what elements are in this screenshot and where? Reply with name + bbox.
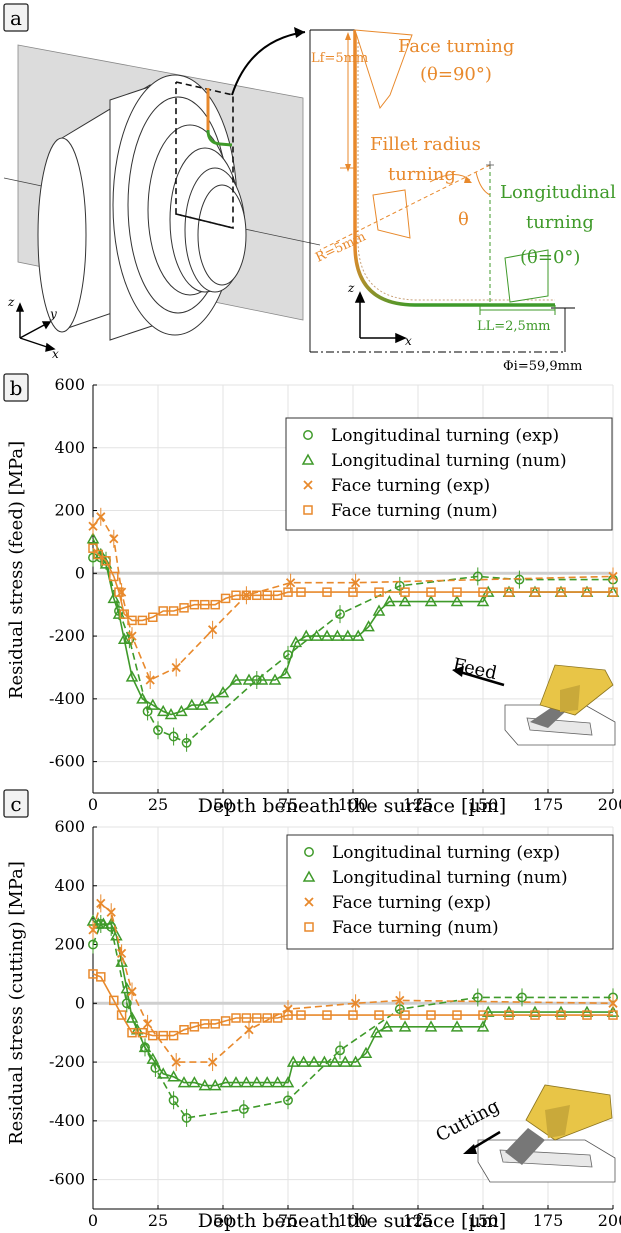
longitudinal-label-2: turning — [526, 212, 594, 233]
long-angle-label: (θ=0°) — [520, 247, 580, 268]
x-tick-label: 150 — [468, 1211, 499, 1230]
axis-x-big: x — [405, 334, 412, 348]
y-axis-label: Residual stress (feed) [MPa] — [6, 441, 27, 699]
legend-entry: Face turning (exp) — [332, 893, 491, 913]
radius-label: R=5mm — [313, 229, 368, 265]
axis-z-big: z — [347, 281, 355, 295]
x-tick-label: 75 — [278, 795, 298, 814]
y-tick-label: 400 — [54, 438, 85, 457]
panel-c: c Residual stress (cutting) [MPa] Depth … — [4, 790, 621, 1232]
panel-a: a z y — [4, 4, 616, 374]
y-tick-label: 600 — [54, 375, 85, 394]
x-tick-label: 175 — [533, 1211, 564, 1230]
x-tick-label: 125 — [403, 1211, 434, 1230]
legend-entry: Longitudinal turning (num) — [331, 451, 567, 471]
y-tick-label: -400 — [49, 1111, 85, 1130]
x-tick-label: 200 — [598, 1211, 621, 1230]
y-tick-label: -600 — [49, 1170, 85, 1189]
fillet-label-1: Fillet radius — [370, 134, 481, 155]
x-tick-label: 50 — [213, 795, 233, 814]
x-tick-label: 175 — [533, 795, 564, 814]
panel-label-b: b — [10, 376, 23, 400]
y-tick-label: 0 — [75, 993, 85, 1012]
legend-entry: Face turning (num) — [332, 918, 499, 938]
x-tick-label: 100 — [338, 795, 369, 814]
y-tick-label: 200 — [54, 501, 85, 520]
axis-y-small: y — [49, 307, 57, 321]
y-tick-label: 0 — [75, 563, 85, 582]
x-tick-label: 150 — [468, 795, 499, 814]
fillet-label-2: turning — [388, 164, 456, 185]
face-angle-label: (θ=90°) — [420, 64, 492, 85]
y-tick-label: -600 — [49, 752, 85, 771]
y-tick-label: -400 — [49, 689, 85, 708]
panel-label-a: a — [10, 6, 22, 30]
x-tick-label: 25 — [148, 1211, 168, 1230]
legend-entry: Face turning (exp) — [331, 476, 490, 496]
y-tick-label: 600 — [54, 817, 85, 836]
x-tick-label: 0 — [88, 795, 98, 814]
y-tick-label: 200 — [54, 935, 85, 954]
axis-z-small: z — [7, 295, 15, 309]
y-tick-label: -200 — [49, 626, 85, 645]
x-tick-label: 25 — [148, 795, 168, 814]
face-turning-label: Face turning — [398, 36, 514, 57]
phi-label: Φi=59,9mm — [503, 359, 582, 374]
axis-x-small: x — [52, 347, 59, 361]
x-tick-label: 0 — [88, 1211, 98, 1230]
lf-label: Lf=5mm — [311, 51, 368, 66]
legend-entry: Face turning (num) — [331, 501, 498, 521]
longitudinal-label-1: Longitudinal — [500, 182, 616, 203]
ll-label: LL=2,5mm — [477, 319, 551, 334]
x-tick-label: 75 — [278, 1211, 298, 1230]
panel-b: b Residual stress (feed) [MPa] Depth ben… — [4, 374, 621, 817]
theta-label: θ — [458, 209, 469, 230]
legend-entry: Longitudinal turning (num) — [332, 868, 568, 888]
legend-entry: Longitudinal turning (exp) — [332, 843, 560, 863]
panel-label-c: c — [10, 792, 21, 816]
y-axis-label: Residual stress (cutting) [MPa] — [6, 861, 27, 1145]
x-tick-label: 100 — [338, 1211, 369, 1230]
y-tick-label: 400 — [54, 876, 85, 895]
legend-entry: Longitudinal turning (exp) — [331, 426, 559, 446]
x-tick-label: 50 — [213, 1211, 233, 1230]
x-tick-label: 200 — [598, 795, 621, 814]
zoom-arrow — [232, 32, 305, 95]
y-tick-label: -200 — [49, 1052, 85, 1071]
x-tick-label: 125 — [403, 795, 434, 814]
